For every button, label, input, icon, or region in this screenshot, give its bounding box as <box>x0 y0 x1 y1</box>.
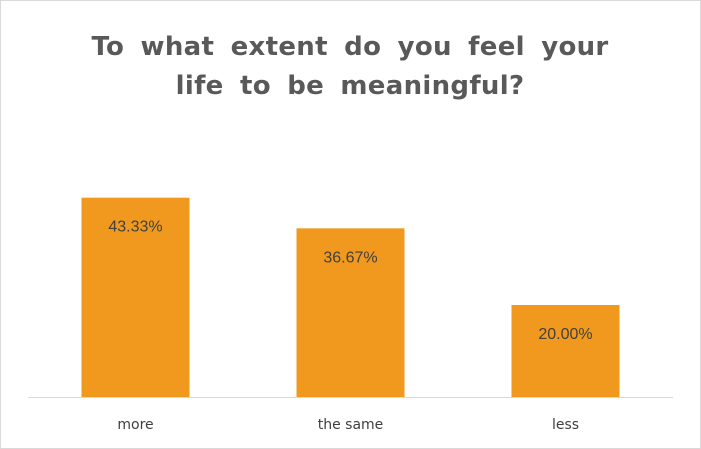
x-tick-label-the-same: the same <box>318 417 384 433</box>
data-labels-group: 43.33% 36.67% 20.00% <box>108 219 592 343</box>
bar-the-same <box>296 228 405 397</box>
bar-more <box>81 197 190 397</box>
data-label-less: 20.00% <box>538 326 592 343</box>
x-tick-label-more: more <box>117 417 153 433</box>
data-label-more: 43.33% <box>108 219 162 236</box>
chart-title-line-2: life to be meaningful? <box>175 71 525 101</box>
bar-less <box>511 305 620 397</box>
chart-title-line-1: To what extent do you feel your <box>91 32 609 62</box>
bars-group <box>81 197 620 397</box>
x-tick-label-less: less <box>552 417 579 433</box>
data-label-the-same: 36.67% <box>323 249 377 266</box>
tick-labels-group: more the same less <box>117 417 579 433</box>
